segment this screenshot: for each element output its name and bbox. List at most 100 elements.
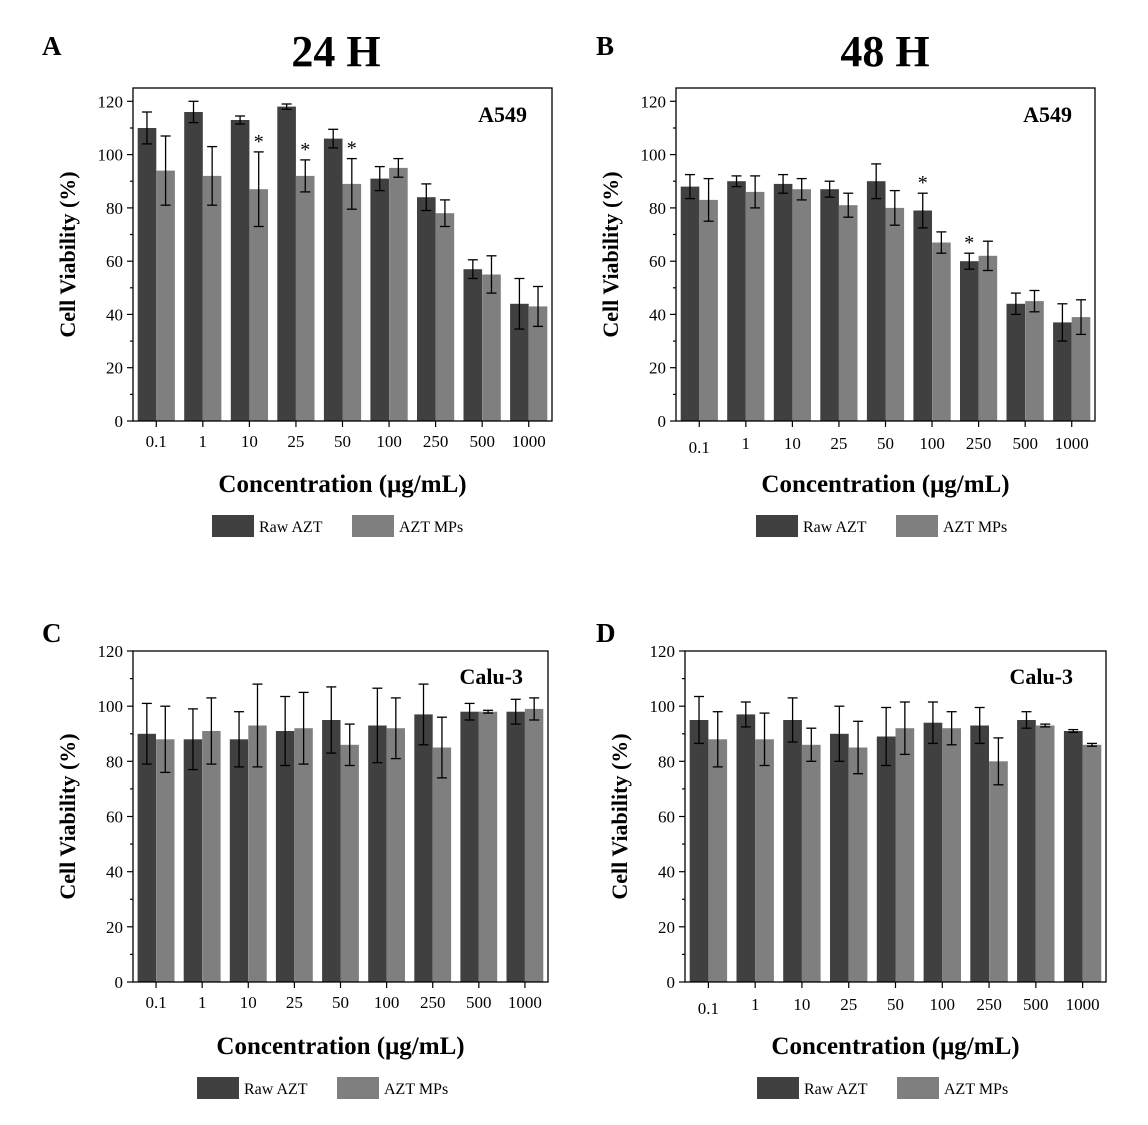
bar-azt-mps <box>989 761 1008 982</box>
bar-raw-azt <box>506 711 525 982</box>
x-tick-label: 10 <box>793 995 810 1014</box>
bar-raw-azt <box>773 183 793 421</box>
bar-raw-azt <box>830 733 849 983</box>
bar-raw-azt <box>183 739 203 982</box>
x-tick-label: 250 <box>966 434 992 453</box>
bar-raw-azt <box>783 720 802 982</box>
x-tick-label: 250 <box>423 432 449 451</box>
panel-d: D 0 20 40 60 80 100 120 0.1 1 10 25 50 100 250 500 1000… <box>596 618 1107 1099</box>
x-tick-label: 10 <box>241 432 258 451</box>
bar-azt-mps <box>801 744 821 982</box>
x-tick-label: 25 <box>840 995 857 1014</box>
bar-azt-mps <box>342 183 362 421</box>
bar-azt-mps <box>848 747 868 982</box>
bar-azt-mps <box>978 255 998 421</box>
bar-raw-azt <box>923 722 943 982</box>
y-tick-label: 100 <box>98 697 124 716</box>
x-tick-label: 1000 <box>508 993 542 1012</box>
bar-raw-azt <box>1053 322 1072 421</box>
x-tick-label: 0.1 <box>146 432 167 451</box>
bar-azt-mps <box>699 199 718 421</box>
x-tick-label: 1000 <box>512 432 546 451</box>
plot-area: * * 0 20 40 60 80 100 120 0.1 1 10 25 50 100 250 500 1000… <box>598 87 1096 537</box>
significance-marker: * <box>347 138 357 160</box>
y-tick-label: 40 <box>106 863 123 882</box>
bar-azt-mps <box>885 207 905 421</box>
x-tick-label: 25 <box>286 993 303 1012</box>
x-tick-label: 500 <box>1012 434 1038 453</box>
bar-raw-azt <box>680 186 700 421</box>
x-tick-label: 500 <box>1023 995 1049 1014</box>
legend: Raw AZT AZT MPs <box>212 515 463 537</box>
cell-line-label: Calu-3 <box>459 664 523 689</box>
panel-title: 48 H <box>840 27 929 76</box>
panel-a: A 24 H * * * 0 20 40 60 80 100 120 0.1 1 10 25 50 100 25… <box>42 27 553 537</box>
bar-raw-azt <box>820 189 839 421</box>
x-axis-label: Concentration (μg/mL) <box>761 471 1009 498</box>
bar-azt-mps <box>156 170 175 421</box>
y-tick-label: 120 <box>98 642 124 661</box>
x-tick-label: 25 <box>830 434 847 453</box>
bar-raw-azt <box>463 269 483 421</box>
bar-azt-mps <box>1082 744 1102 982</box>
bar-raw-azt <box>275 731 295 982</box>
bar-raw-azt <box>970 725 989 982</box>
legend-swatch-azt-mps <box>897 1077 939 1099</box>
y-tick-label: 20 <box>106 918 123 937</box>
cell-line-label: A549 <box>478 102 527 127</box>
legend-swatch-raw-azt <box>197 1077 239 1099</box>
x-tick-label: 1000 <box>1055 434 1089 453</box>
bar-raw-azt <box>370 178 389 421</box>
panel-letter: A <box>42 31 62 61</box>
y-tick-label: 40 <box>658 863 675 882</box>
x-tick-label: 50 <box>332 993 349 1012</box>
y-tick-label: 60 <box>106 252 123 271</box>
bar-raw-azt <box>960 261 979 421</box>
x-axis-label: Concentration (μg/mL) <box>216 1033 464 1060</box>
x-tick-label: 1 <box>199 432 208 451</box>
bar-azt-mps <box>249 189 268 421</box>
bar-azt-mps <box>1071 317 1091 421</box>
legend-label: AZT MPs <box>943 519 1007 536</box>
panel-letter: B <box>596 31 614 61</box>
y-tick-label: 120 <box>641 92 667 111</box>
panel-letter: D <box>596 618 616 648</box>
cell-line-label: Calu-3 <box>1009 664 1073 689</box>
significance-marker: * <box>300 139 310 161</box>
y-tick-label: 60 <box>658 808 675 827</box>
y-tick-label: 100 <box>98 146 124 165</box>
bar-azt-mps <box>708 739 728 982</box>
x-axis-label: Concentration (μg/mL) <box>771 1033 1019 1060</box>
bar-azt-mps <box>528 306 548 421</box>
y-tick-label: 40 <box>106 305 123 324</box>
bar-azt-mps <box>435 213 455 421</box>
legend-label: Raw AZT <box>804 1081 868 1098</box>
x-tick-label: 500 <box>466 993 492 1012</box>
y-tick-label: 0 <box>115 973 124 992</box>
bar-raw-azt <box>137 128 157 421</box>
legend: Raw AZT AZT MPs <box>756 515 1007 537</box>
x-tick-label: 250 <box>420 993 446 1012</box>
bar-raw-azt <box>1017 720 1036 982</box>
legend-label: Raw AZT <box>803 519 867 536</box>
x-tick-label: 0.1 <box>145 993 166 1012</box>
panel-c: C 0 20 40 60 80 100 120 0.1 1 10 25 50 100 250 500 1000… <box>42 618 549 1099</box>
bar-raw-azt <box>876 736 896 982</box>
bar-raw-azt <box>689 720 709 982</box>
legend-swatch-azt-mps <box>896 515 938 537</box>
legend-swatch-raw-azt <box>756 515 798 537</box>
x-tick-label: 50 <box>877 434 894 453</box>
x-tick-label: 250 <box>976 995 1002 1014</box>
legend-swatch-raw-azt <box>757 1077 799 1099</box>
plot-area: 0 20 40 60 80 100 120 0.1 1 10 25 50 100 250 500 1000 Ce… <box>607 642 1107 1099</box>
legend-swatch-azt-mps <box>352 515 394 537</box>
bar-azt-mps <box>386 728 405 982</box>
bar-raw-azt <box>417 197 436 421</box>
x-tick-label: 100 <box>930 995 956 1014</box>
legend-label: Raw AZT <box>244 1081 308 1098</box>
y-tick-label: 40 <box>649 305 666 324</box>
legend: Raw AZT AZT MPs <box>757 1077 1008 1099</box>
bar-azt-mps <box>745 191 765 421</box>
y-tick-label: 80 <box>658 752 675 771</box>
